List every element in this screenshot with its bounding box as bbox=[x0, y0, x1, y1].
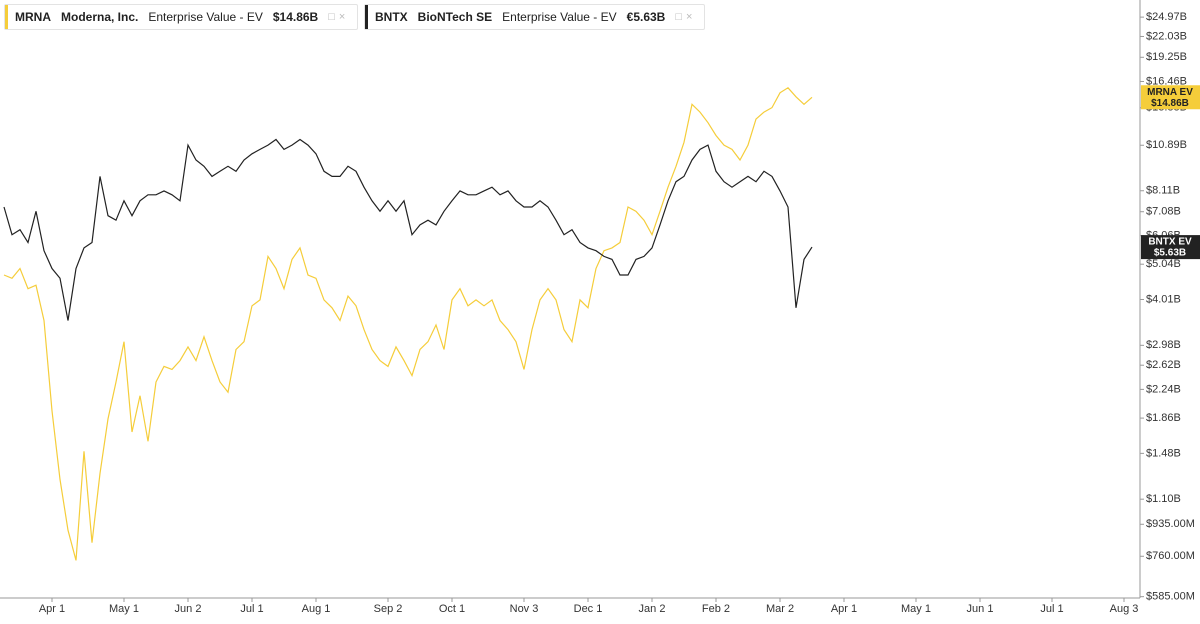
x-tick-label: Jul 1 bbox=[1040, 603, 1063, 615]
y-tick-label: $19.25B bbox=[1146, 51, 1187, 63]
legend-item[interactable]: BNTX BioNTech SE Enterprise Value - EV €5.6… bbox=[364, 4, 706, 30]
y-tick-label: $5.04B bbox=[1146, 258, 1181, 270]
legend-company: Moderna, Inc. bbox=[61, 10, 139, 24]
y-tick-label: $16.46B bbox=[1146, 75, 1187, 87]
y-tick-label: $1.86B bbox=[1146, 412, 1181, 424]
x-tick-label: Aug 1 bbox=[302, 603, 331, 615]
price-tag-bg bbox=[1141, 85, 1200, 110]
x-tick-label: Oct 1 bbox=[439, 603, 465, 615]
x-tick-label: Aug 3 bbox=[1110, 603, 1139, 615]
x-tick-label: Sep 2 bbox=[374, 603, 403, 615]
x-tick-label: Jun 2 bbox=[175, 603, 202, 615]
legend-company: BioNTech SE bbox=[417, 10, 493, 24]
x-tick-label: Mar 2 bbox=[766, 603, 794, 615]
legend-value: $14.86B bbox=[272, 10, 319, 24]
x-tick-label: Jan 2 bbox=[639, 603, 666, 615]
price-tag: BNTX EV$5.63B bbox=[1141, 235, 1200, 260]
y-tick-label: $2.24B bbox=[1146, 383, 1181, 395]
legend-value: €5.63B bbox=[626, 10, 666, 24]
y-tick-label: $760.00M bbox=[1146, 550, 1195, 562]
legend-metric: Enterprise Value - EV bbox=[502, 10, 617, 24]
series-line bbox=[3, 87, 813, 561]
legend-item[interactable]: MRNA Moderna, Inc. Enterprise Value - EV $1… bbox=[4, 4, 359, 30]
y-tick-label: $24.97B bbox=[1146, 11, 1187, 23]
price-tag: MRNA EV$14.86B bbox=[1141, 85, 1200, 110]
y-tick-label: $585.00M bbox=[1146, 591, 1195, 603]
x-tick-label: Apr 1 bbox=[831, 603, 857, 615]
y-tick-label: $935.00M bbox=[1146, 518, 1195, 530]
y-tick-label: $4.01B bbox=[1146, 293, 1181, 305]
legend-icon: □ bbox=[675, 11, 682, 23]
x-tick-label: Jul 1 bbox=[240, 603, 263, 615]
price-tag-value: $5.63B bbox=[1154, 248, 1186, 259]
x-tick-label: May 1 bbox=[901, 603, 931, 615]
legend-ticker: BNTX bbox=[375, 10, 408, 24]
price-tag-value: $14.86B bbox=[1151, 98, 1189, 109]
legend-close[interactable]: × bbox=[686, 11, 693, 23]
y-tick-label: $2.98B bbox=[1146, 339, 1181, 351]
legend-close[interactable]: × bbox=[338, 11, 346, 23]
legend-swatch bbox=[5, 5, 8, 29]
price-tag-label: BNTX EV bbox=[1148, 237, 1192, 248]
y-tick-label: $1.48B bbox=[1146, 447, 1181, 459]
x-tick-label: Nov 3 bbox=[510, 603, 539, 615]
x-tick-label: Apr 1 bbox=[39, 603, 65, 615]
x-tick-label: May 1 bbox=[109, 603, 139, 615]
x-tick-label: Dec 1 bbox=[574, 603, 603, 615]
legend-metric: Enterprise Value - EV bbox=[148, 10, 263, 24]
y-tick-label: $1.10B bbox=[1146, 493, 1181, 505]
y-tick-label: $22.03B bbox=[1146, 30, 1187, 42]
legend-icon: □ bbox=[328, 11, 335, 23]
x-tick-label: Jun 1 bbox=[967, 603, 994, 615]
price-tag-bg bbox=[1141, 235, 1200, 260]
y-tick-label: $8.11B bbox=[1146, 185, 1180, 197]
x-tick-label: Feb 2 bbox=[702, 603, 730, 615]
series-line bbox=[3, 138, 813, 321]
y-tick-label: $2.62B bbox=[1146, 359, 1181, 371]
price-tag-label: MRNA EV bbox=[1147, 87, 1193, 98]
y-tick-label: $7.08B bbox=[1146, 206, 1181, 218]
legend-ticker: MRNA bbox=[15, 10, 51, 24]
legend-swatch bbox=[365, 5, 368, 29]
y-tick-label: $10.89B bbox=[1146, 139, 1187, 151]
